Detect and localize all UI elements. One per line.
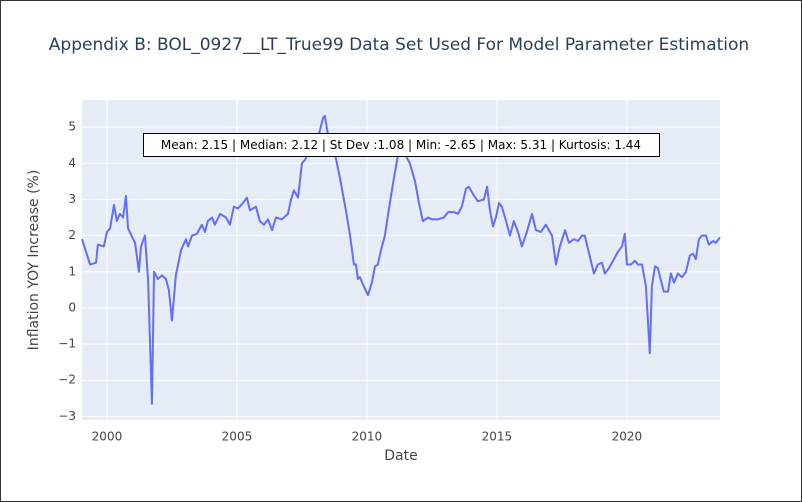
- y-tick-label: −3: [58, 409, 76, 423]
- y-tick-label: 3: [68, 192, 76, 206]
- x-axis-title: Date: [384, 448, 417, 464]
- y-tick-label: 1: [68, 264, 76, 278]
- chart-title: Appendix B: BOL_0927__LT_True99 Data Set…: [49, 35, 749, 55]
- y-tick-label: 0: [68, 300, 76, 314]
- y-tick-label: −1: [58, 337, 76, 351]
- y-tick-label: 5: [68, 120, 76, 134]
- annotation: Mean: 2.15 | Median: 2.12 | St Dev :1.08…: [161, 138, 641, 152]
- annotation-box: [143, 133, 660, 157]
- y-tick-label: 2: [68, 228, 76, 242]
- x-tick-label: 2015: [482, 430, 513, 444]
- y-tick-label: 4: [68, 156, 76, 170]
- y-tick-label: −2: [58, 373, 76, 387]
- y-axis-title: Inflation YOY Increase (%): [26, 170, 42, 351]
- x-tick-label: 2000: [92, 430, 123, 444]
- x-tick-label: 2010: [352, 430, 383, 444]
- x-tick-label: 2020: [612, 430, 643, 444]
- x-tick-label: 2005: [222, 430, 253, 444]
